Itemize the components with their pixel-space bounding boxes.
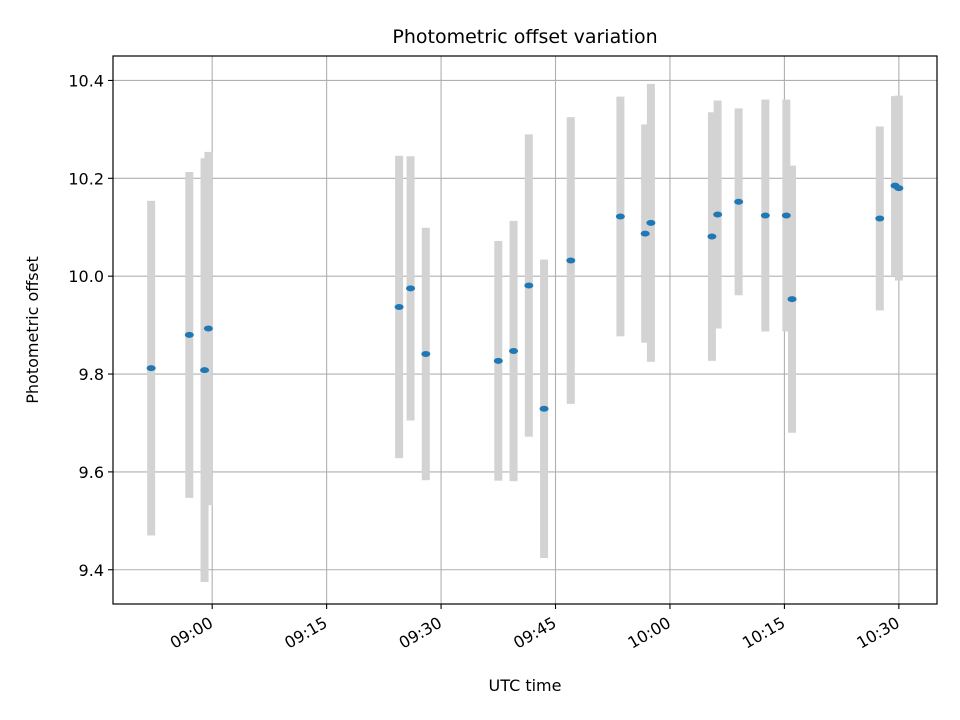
y-tick-label: 9.4 [79, 561, 104, 580]
chart-title: Photometric offset variation [392, 26, 657, 48]
data-point [566, 257, 576, 264]
data-point [707, 233, 717, 240]
data-point [760, 212, 770, 219]
data-point [203, 325, 213, 332]
data-point [524, 282, 534, 289]
x-axis-label: UTC time [489, 676, 562, 695]
data-point [640, 230, 650, 237]
data-point [894, 185, 904, 192]
data-point [200, 367, 210, 374]
y-tick-label: 10.4 [68, 71, 104, 90]
y-tick-label: 9.8 [79, 365, 104, 384]
data-point [734, 198, 744, 205]
y-tick-label: 10.0 [68, 267, 104, 286]
data-point [421, 350, 431, 357]
y-tick-label: 9.6 [79, 463, 104, 482]
data-point [787, 296, 797, 303]
plot-frame [112, 55, 938, 605]
data-point [539, 405, 549, 412]
data-point [406, 285, 416, 292]
data-point [509, 348, 519, 355]
point-layer [146, 182, 904, 412]
data-point [781, 212, 791, 219]
data-point [875, 215, 885, 222]
data-point [184, 331, 194, 338]
tick-layer [108, 79, 900, 609]
data-point [146, 365, 156, 372]
y-tick-label: 10.2 [68, 169, 104, 188]
data-point [713, 211, 723, 218]
data-point [493, 357, 503, 364]
data-point [615, 213, 625, 220]
data-point [394, 304, 404, 311]
y-axis-label: Photometric offset [23, 256, 42, 404]
data-point [646, 219, 656, 226]
